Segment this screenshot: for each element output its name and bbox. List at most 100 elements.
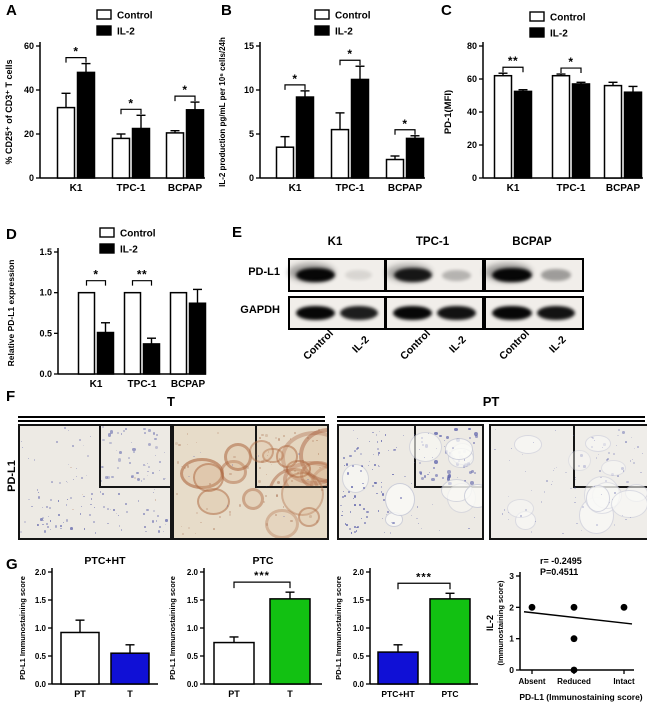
sig-stars: ** [508, 54, 518, 68]
stain-dot [144, 464, 146, 466]
y-axis-label: IL-2 [485, 615, 495, 631]
tissue-structure [248, 439, 275, 464]
blot-band [345, 269, 372, 281]
panel-b: B IL-2 production pg/mL per 10⁶ cells/24… [215, 0, 435, 220]
x-category-label: K1 [289, 183, 302, 194]
stain-dot [419, 462, 421, 465]
stain-dot [386, 511, 389, 514]
stain-dot [606, 458, 609, 460]
stain-dot [349, 455, 352, 458]
stain-dot [293, 469, 297, 473]
blot-band [536, 305, 576, 321]
stain-dot [65, 519, 68, 522]
stain-dot [596, 524, 598, 526]
panel-d-letter: D [6, 226, 17, 243]
bar [188, 302, 207, 375]
stain-dot [436, 448, 438, 450]
stain-dot [532, 442, 534, 444]
stain-dot [356, 447, 359, 450]
bar [165, 132, 185, 179]
stain-dot [615, 444, 618, 447]
stain-dot [352, 430, 354, 432]
stain-dot [293, 431, 297, 435]
tissue-structure [585, 435, 612, 453]
stain-dot [178, 444, 181, 447]
stain-dot [180, 526, 183, 528]
legend-label: Control [117, 11, 153, 22]
chart-G3: PD-L1 Immunostaining score 0.0 0.5 1.0 1.5 2.… [334, 568, 478, 699]
y-tick-label: 0.5 [187, 652, 199, 661]
stain-dot [37, 496, 40, 499]
stain-dot [182, 533, 184, 535]
stain-dot [148, 428, 152, 432]
stain-dot [354, 450, 356, 452]
stain-dot [116, 512, 118, 514]
stain-dot [522, 453, 523, 455]
stain-dot [380, 491, 383, 493]
stain-dot [107, 522, 109, 525]
stain-dot [145, 530, 147, 533]
stain-dot [341, 495, 344, 498]
bar [185, 109, 205, 179]
stain-dot [531, 531, 533, 533]
stain-dot [392, 474, 394, 476]
stain-dot [469, 436, 472, 440]
stain-dot [99, 491, 102, 493]
stain-dot [541, 501, 543, 503]
x-category-label: BCPAP [388, 183, 423, 194]
stain-dot [146, 474, 148, 476]
x-category-label: K1 [507, 183, 520, 194]
stain-dot [317, 428, 320, 431]
stain-dot [609, 501, 610, 503]
stain-dot [443, 446, 445, 448]
stain-dot [153, 489, 156, 491]
stain-dot [349, 528, 352, 531]
stain-dot [80, 476, 83, 479]
stain-dot [574, 479, 577, 481]
panel-b-letter: B [221, 2, 232, 19]
stain-dot [67, 463, 70, 466]
stain-dot [42, 516, 44, 519]
tissue-structure [242, 488, 265, 511]
stain-dot [24, 521, 27, 524]
stain-dot [390, 521, 393, 524]
stain-dot [600, 476, 602, 479]
legend-swatch-control [99, 227, 115, 238]
x-category-label: TPC-1 [117, 183, 146, 194]
bar [377, 651, 419, 685]
stain-dot [311, 440, 314, 443]
stain-dot [157, 530, 161, 533]
stain-dot [21, 447, 23, 449]
tumor-rule [18, 416, 325, 418]
stain-dot [86, 475, 88, 477]
stain-dot [356, 446, 359, 449]
stain-dot [617, 474, 620, 477]
stain-dot [368, 460, 371, 463]
stain-dot [124, 502, 127, 505]
stain-dot [629, 460, 632, 462]
y-tick-label: 2.0 [35, 568, 47, 577]
stain-dot [473, 472, 476, 474]
stain-dot [110, 509, 112, 511]
stain-dot [246, 466, 249, 469]
tissue-structure [506, 499, 534, 519]
blot-group-label: TPC-1 [415, 236, 450, 248]
panel-c-letter: C [441, 2, 452, 19]
stain-dot [340, 504, 342, 507]
stain-dot [553, 470, 555, 472]
stain-dot [159, 526, 161, 528]
bar [213, 641, 255, 685]
stain-dot [93, 521, 95, 524]
blot-lane-box [484, 296, 584, 330]
chart-ptc-ht-score: PTC+HT PD-L1 Immunostaining score 0.0 0.5 1.… [16, 550, 164, 708]
stain-dot [255, 454, 258, 456]
stain-dot [49, 520, 52, 522]
stain-dot [226, 505, 229, 507]
stain-dot [414, 434, 416, 436]
stain-dot [290, 519, 293, 523]
chart-G1: PTC+HT PD-L1 Immunostaining score 0.0 0.5 1.… [18, 555, 158, 699]
bar [551, 74, 571, 179]
y-tick-label: 0.0 [353, 680, 365, 689]
stain-dot [390, 532, 392, 534]
